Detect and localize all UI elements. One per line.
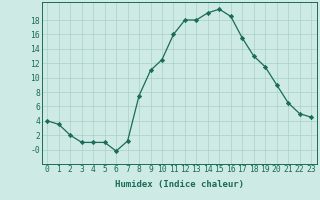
X-axis label: Humidex (Indice chaleur): Humidex (Indice chaleur) [115,180,244,189]
